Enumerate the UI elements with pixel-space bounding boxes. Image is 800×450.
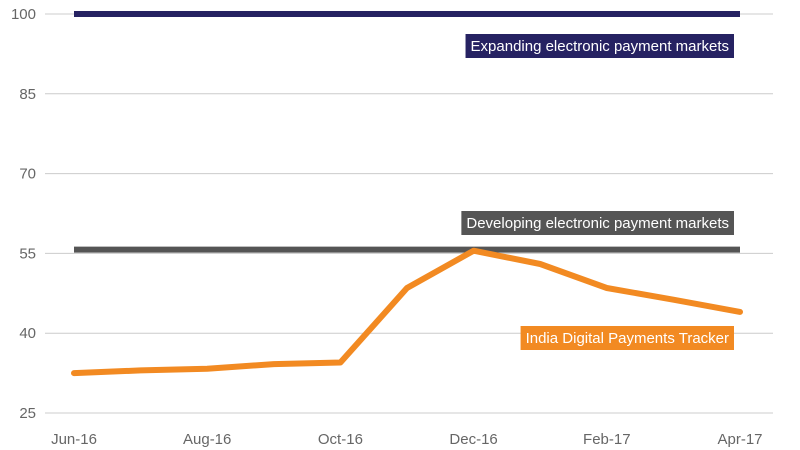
y-tick-label-25: 25 xyxy=(19,405,36,422)
y-tick-label-40: 40 xyxy=(19,325,36,342)
label-developing-text: Developing electronic payment markets xyxy=(466,215,729,232)
y-tick-label-70: 70 xyxy=(19,166,36,183)
y-tick-label-85: 85 xyxy=(19,86,36,103)
x-axis-tick-labels: Jun-16 Aug-16 Oct-16 Dec-16 Feb-17 Apr-17 xyxy=(51,431,762,448)
x-tick-label-Dec-16: Dec-16 xyxy=(449,431,497,448)
series-line-0 xyxy=(71,247,743,377)
label-india-tracker-box xyxy=(520,326,734,350)
y-tick-label-100: 100 xyxy=(11,6,36,23)
annotation-labels: Expanding electronic payment markets Deve… xyxy=(461,34,734,350)
reference-lines xyxy=(74,11,740,253)
label-developing: Developing electronic payment markets xyxy=(461,211,734,235)
label-expanding-box xyxy=(465,34,734,58)
x-tick-label-Oct-16: Oct-16 xyxy=(318,431,363,448)
y-tick-label-55: 55 xyxy=(19,245,36,262)
label-expanding-text: Expanding electronic payment markets xyxy=(471,38,729,55)
label-developing-box xyxy=(461,211,734,235)
x-tick-label-Jun-16: Jun-16 xyxy=(51,431,97,448)
x-tick-label-Feb-17: Feb-17 xyxy=(583,431,631,448)
series-lines xyxy=(71,247,743,377)
label-india-tracker: India Digital Payments Tracker xyxy=(520,326,734,350)
label-expanding: Expanding electronic payment markets xyxy=(465,34,734,58)
x-tick-label-Aug-16: Aug-16 xyxy=(183,431,231,448)
y-axis-tick-labels: 25 40 55 70 85 100 xyxy=(11,6,36,422)
label-india-tracker-text: India Digital Payments Tracker xyxy=(526,330,729,347)
x-tick-label-Apr-17: Apr-17 xyxy=(717,431,762,448)
